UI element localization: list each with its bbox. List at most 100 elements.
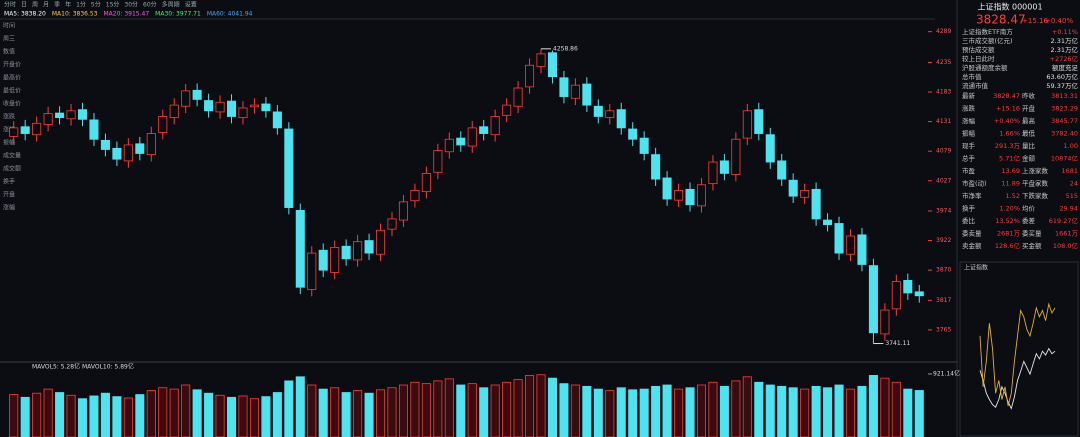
mini-line (979, 302, 1056, 407)
toolbar-item[interactable]: 60分 (143, 1, 157, 9)
quote-value: 13.69 (1001, 167, 1020, 175)
quote-value: 3782.40 (1051, 130, 1078, 138)
candle-body (467, 127, 477, 147)
candle-body (100, 139, 110, 150)
toolbar-item[interactable]: 设置 (185, 1, 197, 9)
info-label: 三市成交额(亿元) (962, 36, 1013, 45)
candle-body (834, 223, 844, 254)
mini-chart-frame (959, 261, 1079, 437)
volume-bar (547, 377, 557, 437)
candle-body (582, 83, 592, 106)
toolbar-item[interactable]: 年 (65, 1, 71, 9)
candle-body (364, 240, 374, 254)
toolbar-item[interactable]: 多周期 (162, 1, 180, 9)
y-tick-label: 4079 (936, 148, 951, 155)
volume-bar (444, 378, 454, 437)
ma-label: MA20: 3915.47 (104, 11, 150, 18)
side-label: 涨幅 (3, 126, 15, 134)
volume-bar (112, 396, 122, 437)
quote-label: 市净率 (962, 191, 982, 200)
toolbar-item[interactable]: 30分 (124, 1, 138, 9)
quote-value: 3813.31 (1051, 92, 1078, 100)
quote-label: 市盈 (962, 166, 976, 175)
candle-body (249, 104, 259, 108)
candle-body (261, 103, 271, 112)
quote-label: 涨幅 (962, 116, 976, 125)
y-tick-label: 3974 (936, 207, 951, 214)
volume-bar (868, 375, 878, 437)
quote-label: 振幅 (962, 129, 976, 138)
info-value: 2.31万亿 (1051, 36, 1079, 45)
side-label: 数值 (3, 48, 15, 56)
volume-bar (226, 396, 237, 437)
candle-body (662, 177, 672, 200)
candle-body (318, 249, 328, 271)
candle-body (272, 111, 282, 129)
volume-bar (89, 395, 99, 437)
info-label: 沪股通额度余额 (962, 63, 1008, 72)
y-tick-label: 4235 (936, 59, 951, 66)
candle-body (135, 143, 145, 154)
volume-bar (742, 376, 752, 437)
info-value: +0.11% (1052, 28, 1078, 36)
quote-label: 市盈(动) (962, 179, 987, 188)
info-label: 上证指数ETF南方 (962, 27, 1013, 36)
side-label: 最高价 (3, 74, 21, 82)
candle-body (238, 107, 248, 119)
volume-bar (845, 388, 856, 437)
quote-value: 24 (1070, 180, 1078, 188)
candle-body (215, 101, 225, 113)
volume-bar (66, 394, 76, 437)
quote-label: 现手 (962, 141, 976, 150)
volume-bar (376, 389, 386, 437)
quote-label: 买金额 (1022, 241, 1042, 250)
candle-body (353, 241, 363, 261)
quote-value: +0.40% (994, 117, 1020, 125)
candle-body (685, 188, 695, 206)
volume-bar (456, 384, 466, 437)
quote-label: 上涨家数 (1022, 166, 1049, 175)
candle-body (754, 109, 764, 134)
candle-body (112, 147, 122, 160)
toolbar-item[interactable]: 季 (54, 1, 60, 9)
candle-body (880, 309, 890, 335)
toolbar-item[interactable]: 1分 (76, 1, 86, 9)
ma-label: MA10: 3836.53 (52, 11, 98, 18)
volume-bar (146, 390, 156, 437)
quote-value: 29.94 (1059, 205, 1078, 213)
candle-body (605, 110, 615, 119)
candle-body (674, 190, 684, 201)
candle-body (547, 52, 557, 78)
volume-bar (662, 384, 672, 437)
toolbar-item[interactable]: 5分 (91, 1, 101, 9)
y-tick-label: 3817 (936, 297, 951, 304)
quote-value: 515 (1066, 192, 1078, 200)
quote-value: 11.89 (1001, 180, 1020, 188)
volume-bar (731, 380, 741, 437)
toolbar-item[interactable]: 15分 (106, 1, 120, 9)
candle-body (570, 84, 580, 99)
toolbar-item[interactable]: 日 (21, 2, 27, 9)
volume-title: MAVOL5: 5.28亿 MAVOL10: 5.89亿 (32, 363, 134, 371)
volume-bar (754, 381, 764, 437)
volume-tick-label: 921.14亿 (933, 369, 960, 377)
side-label: 时间 (3, 22, 15, 30)
y-tick-label: 3870 (936, 267, 951, 274)
candle-body (158, 116, 168, 133)
volume-bar (719, 385, 729, 437)
candle-body (479, 126, 489, 134)
volume-bar (479, 387, 489, 437)
quote-value: 1681 (1061, 167, 1078, 175)
toolbar-item[interactable]: 月 (43, 2, 49, 9)
side-label: 成交额 (3, 165, 21, 173)
candle-body (708, 161, 718, 185)
volume-bar (823, 387, 833, 437)
toolbar-item[interactable]: 分时 (4, 1, 16, 9)
y-tick-label: 3765 (936, 326, 951, 333)
quote-value: 108.0亿 (1053, 241, 1079, 250)
toolbar-item[interactable]: 周 (32, 2, 38, 9)
info-value: 2.31万亿 (1051, 45, 1079, 54)
mini-line (979, 347, 1056, 410)
candle-body (204, 100, 214, 112)
